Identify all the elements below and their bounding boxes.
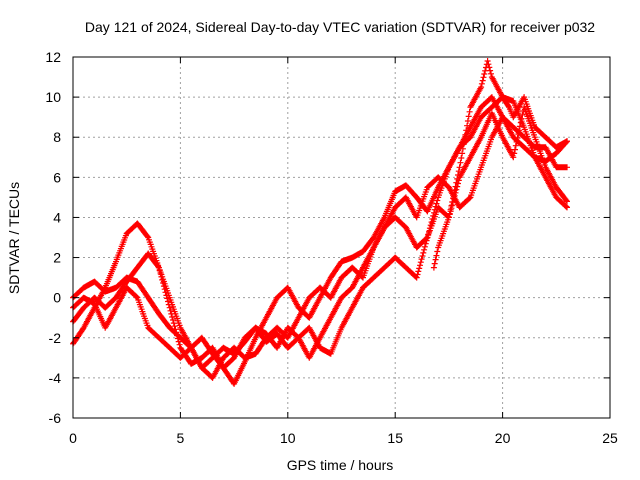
chart-title: Day 121 of 2024, Sidereal Day-to-day VTE… [85,19,595,35]
y-tick-label: -2 [49,330,62,346]
y-tick-label: 0 [53,290,61,306]
x-tick-label: 10 [280,430,296,446]
x-tick-label: 25 [602,430,618,446]
x-tick-label: 5 [177,430,185,446]
data-series-pass-5 [430,58,570,271]
plot-frame [72,56,611,419]
y-tick-label: 10 [45,89,61,105]
y-tick-label: -6 [49,410,62,426]
x-tick-label: 0 [69,430,77,446]
y-tick-label: 12 [45,49,61,65]
y-tick-label: 2 [53,250,61,266]
y-tick-label: 8 [53,129,61,145]
x-axis-label: GPS time / hours [287,457,394,473]
y-tick-label: 6 [53,169,61,185]
y-tick-label: -4 [49,370,62,386]
x-tick-label: 15 [387,430,403,446]
data-series-pass-3 [70,114,570,371]
axis-ticks: 0 5 10 15 20 25 -6 -4 -2 0 2 4 6 8 10 12 [45,49,618,446]
y-axis-label: SDTVAR / TECUs [6,182,22,294]
data-series-pass-4 [70,104,570,371]
x-tick-label: 20 [495,430,511,446]
y-tick-label: 4 [53,209,61,225]
